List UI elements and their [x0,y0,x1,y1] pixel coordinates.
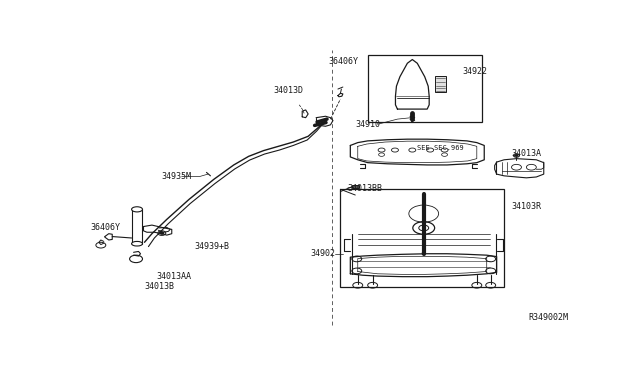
Polygon shape [396,60,429,109]
Bar [435,76,445,92]
Text: 34922: 34922 [462,67,487,76]
Ellipse shape [132,207,143,212]
Polygon shape [495,158,544,178]
Text: 34910: 34910 [355,121,380,129]
Ellipse shape [132,241,143,246]
Text: 34013A: 34013A [511,149,541,158]
Text: 34013AA: 34013AA [157,272,192,281]
Text: 34013B: 34013B [145,282,175,291]
Text: 34013D: 34013D [273,86,303,95]
Bar [367,55,482,122]
Polygon shape [350,254,497,277]
Text: 34902: 34902 [310,249,335,258]
Text: SEE SEC.969: SEE SEC.969 [417,145,464,151]
Bar [352,185,359,188]
Text: 34939+B: 34939+B [194,242,229,251]
Polygon shape [350,139,484,165]
Bar [340,189,504,287]
Text: 34103R: 34103R [511,202,541,211]
Circle shape [160,232,164,234]
Text: 34935M: 34935M [162,172,192,181]
Text: 36406Y: 36406Y [328,57,358,66]
Text: 36406Y: 36406Y [90,224,120,232]
Text: 34013BB: 34013BB [348,184,383,193]
Circle shape [515,155,518,156]
Text: R349002M: R349002M [529,314,568,323]
